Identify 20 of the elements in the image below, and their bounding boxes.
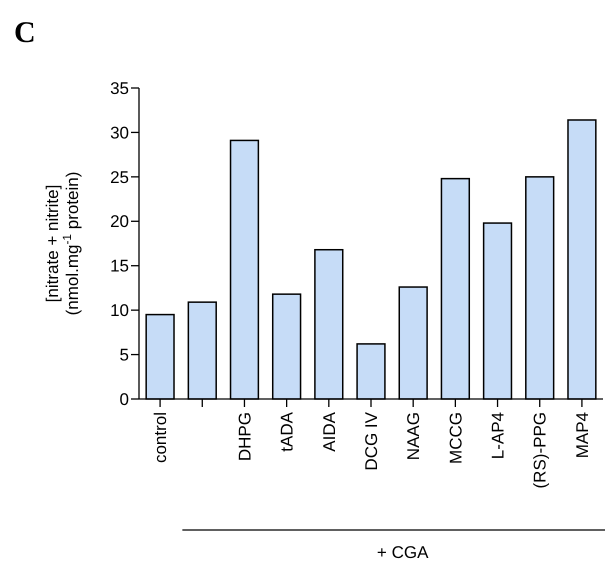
y-tick-label: 30 <box>110 123 129 142</box>
x-tick-label: DHPG <box>235 412 254 462</box>
x-tick-label: tADA <box>278 411 297 452</box>
x-tick-label: MAP4 <box>572 412 592 458</box>
x-tick-label: NAAG <box>404 412 424 460</box>
x-tick-label: AIDA <box>320 411 339 452</box>
y-tick-label: 10 <box>110 301 129 320</box>
x-tick-label: DCG IV <box>362 411 381 471</box>
text: + CGA <box>376 542 430 562</box>
chart-title: C <box>14 16 36 49</box>
y-tick-label: 35 <box>110 78 129 98</box>
x-tick-label: MCCG <box>446 412 466 464</box>
y-tick-label: 20 <box>110 212 129 232</box>
y-tick-label: 0 <box>120 390 129 409</box>
y-tick-label: 25 <box>110 168 129 187</box>
x-tick-label: control <box>151 412 170 464</box>
y-tick-label: 5 <box>120 346 129 365</box>
x-tick-label: L-AP4 <box>488 412 508 460</box>
y-tick-label: 15 <box>110 256 129 276</box>
x-tick-label: (RS)-PPG <box>530 412 550 488</box>
